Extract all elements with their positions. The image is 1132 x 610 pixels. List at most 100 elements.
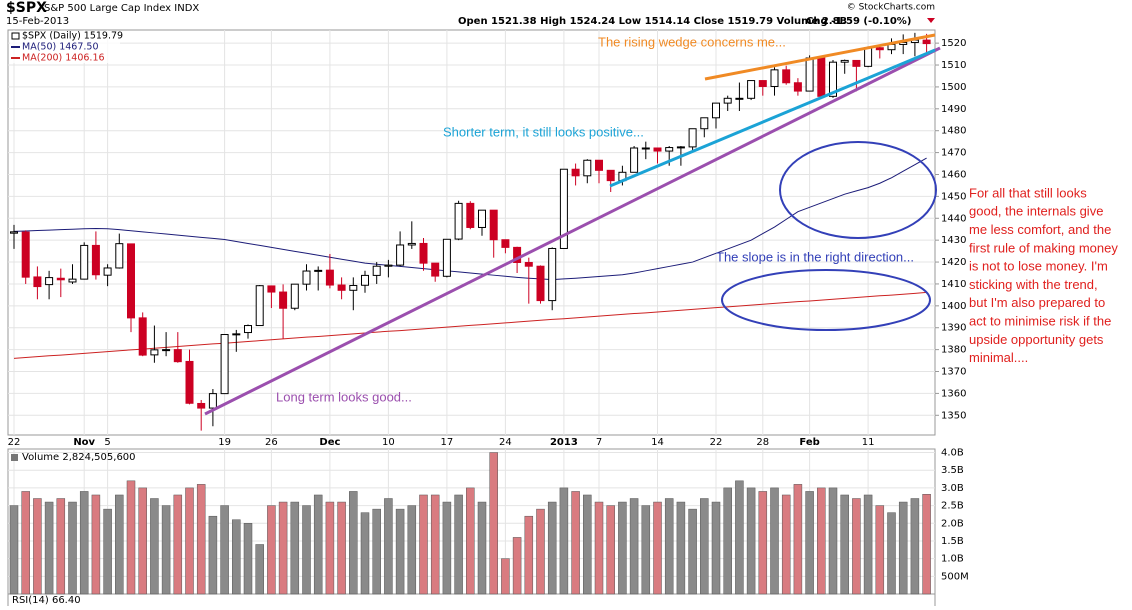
candle-body: [454, 202, 463, 240]
volume-bar: [126, 480, 136, 595]
candle-body: [700, 117, 709, 130]
x-tick-label: 19: [218, 437, 231, 448]
annotation: The rising wedge concerns me...: [598, 34, 786, 49]
volume-bar: [863, 494, 873, 595]
candle-body: [489, 209, 498, 241]
candle-body: [864, 47, 873, 67]
candle-body: [875, 47, 884, 51]
comment-line: but I'm also prepared to: [969, 295, 1105, 310]
y-tick-label: 1460: [941, 169, 966, 180]
candle-body: [501, 239, 510, 248]
ma50-ellipse: [779, 141, 937, 239]
rsi-label: RSI(14) 66.40: [12, 595, 81, 606]
candle-body: [606, 169, 615, 182]
volume-bar: [583, 494, 592, 595]
candle-body: [208, 393, 217, 409]
volume-bar: [875, 505, 885, 595]
candle-body: [91, 244, 100, 276]
comment-line: sticking with the trend,: [969, 277, 1098, 292]
volume-bar: [489, 452, 498, 595]
candle-body: [829, 61, 837, 97]
y-tick-label: 1410: [941, 279, 966, 290]
volume-bar: [793, 484, 803, 595]
volume-bar: [325, 501, 335, 595]
volume-bar: [313, 494, 323, 595]
volume-bar: [91, 494, 101, 595]
moving-average: [13, 157, 927, 281]
candle-body: [325, 269, 334, 286]
y-tick-label: 1440: [941, 213, 966, 224]
y-tick-label: 1480: [941, 126, 966, 137]
y-tick-label: 1470: [941, 148, 966, 159]
candle-body: [407, 242, 416, 246]
x-tick-label: 10: [382, 437, 395, 448]
volume-bar: [9, 505, 19, 595]
volume-bar: [711, 501, 721, 595]
long-trendline: [204, 46, 941, 416]
volume-bar: [852, 498, 861, 595]
y-tick-label: 1510: [941, 60, 966, 71]
candle-body: [185, 360, 194, 404]
candle-body: [361, 274, 369, 286]
legend-label: MA(200) 1406.16: [22, 53, 105, 64]
candle-body: [150, 349, 159, 356]
y-tick-label: 1.5B: [941, 536, 964, 547]
annotation: Long term looks good...: [276, 389, 412, 404]
candle-body: [653, 147, 662, 152]
volume-bar: [44, 501, 54, 595]
candle-body: [127, 243, 135, 319]
volume-label: Volume 2,824,505,600: [22, 452, 136, 463]
candle-body: [840, 59, 849, 63]
wedge-line: [704, 33, 936, 81]
candle-body: [712, 102, 720, 119]
candle-body: [162, 349, 171, 352]
volume-bar: [454, 494, 463, 595]
y-tick-label: 1500: [941, 82, 966, 93]
candle-body: [478, 209, 486, 228]
volume-bar: [232, 519, 241, 595]
legend-price: $SPX (Daily) 1519.79: [22, 31, 123, 42]
candle-body: [372, 265, 381, 276]
volume-bar: [512, 537, 522, 595]
x-tick-label: Feb: [799, 437, 819, 448]
volume-bar: [594, 501, 604, 595]
candle-body: [244, 325, 252, 334]
volume-bar: [524, 515, 534, 595]
candle-body: [583, 159, 592, 177]
price-change: Chg -1.59 (-0.10%): [806, 16, 911, 27]
comment-line: me less comfort, and the: [969, 222, 1111, 237]
volume-bar: [723, 487, 732, 595]
volume-bar: [501, 558, 510, 595]
x-tick-label: Nov: [73, 437, 95, 448]
x-tick-label: 11: [862, 437, 875, 448]
volume-bar: [208, 515, 218, 595]
candle-body: [337, 284, 346, 291]
x-tick-label: 26: [265, 437, 278, 448]
candle-body: [665, 147, 674, 152]
index-name: S&P 500 Large Cap Index INDX: [44, 3, 199, 14]
candle-body: [267, 285, 276, 293]
candle-body: [595, 159, 603, 171]
comment-line: For all that still looks: [969, 185, 1087, 200]
candle-body: [723, 97, 732, 104]
candle-body: [805, 57, 814, 92]
legend-bg: [10, 31, 120, 63]
volume-bar: [817, 487, 826, 595]
y-tick-label: 1370: [941, 367, 966, 378]
x-tick-label: 22: [710, 437, 723, 448]
volume-bar: [302, 505, 311, 595]
volume-bar: [255, 544, 264, 595]
x-tick-label: 2013: [550, 437, 578, 448]
price-panel: [7, 29, 936, 436]
candle-body: [173, 349, 182, 363]
candle-body: [442, 238, 451, 277]
x-tick-label: 17: [441, 437, 454, 448]
volume-bar: [150, 498, 159, 595]
x-tick-label: 7: [596, 437, 602, 448]
comment-line: act to minimise risk if the: [969, 314, 1111, 329]
candle-body: [232, 333, 241, 336]
source: © StockCharts.com: [847, 3, 935, 13]
volume-bar: [220, 505, 229, 595]
candle-body: [559, 168, 568, 249]
